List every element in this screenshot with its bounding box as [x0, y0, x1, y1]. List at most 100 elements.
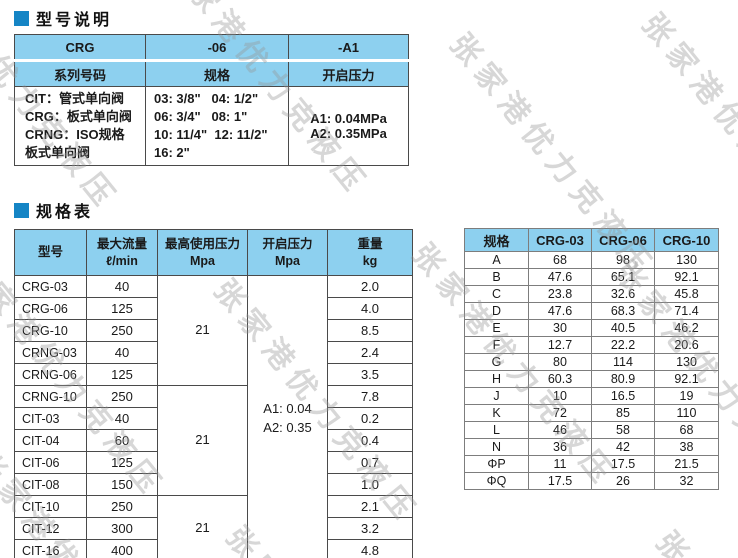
weight-cell: 0.2	[327, 407, 413, 430]
dim-value-cell: 45.8	[654, 285, 719, 303]
series-desc-cell: CIT：管式单向阀 CRG：板式单向阀 CRNG：ISO规格 板式单向阀	[14, 86, 146, 166]
size-options-cell: 03: 3/8" 04: 1/2" 06: 3/4" 08: 1" 10: 11…	[145, 86, 289, 166]
opening-pressure-cell: A1: 0.04 A2: 0.35	[247, 275, 328, 558]
dim-value-cell: 11	[528, 455, 592, 473]
dim-value-cell: 20.6	[654, 336, 719, 354]
dim-label-cell: ΦP	[464, 455, 529, 473]
dim-value-cell: 23.8	[528, 285, 592, 303]
flow-cell: 400	[86, 539, 158, 558]
table-row: H 60.3 80.9 92.1	[464, 370, 719, 388]
model-cell: CRG-03	[14, 275, 87, 298]
model-cell: CRNG-03	[14, 341, 87, 364]
dim-value-cell: 46.2	[654, 319, 719, 337]
dim-value-cell: 80	[528, 353, 592, 371]
dim-value-cell: 110	[654, 404, 719, 422]
dim-value-cell: 47.6	[528, 302, 592, 320]
series-code-cell: CRG	[14, 34, 146, 62]
dim-label-cell: H	[464, 370, 529, 388]
model-code-row: CRG -06 -A1	[14, 34, 409, 62]
dim-label-cell: D	[464, 302, 529, 320]
dim-spec-col-header: 规格	[464, 228, 529, 252]
dim-value-cell: 12.7	[528, 336, 592, 354]
spec-section-title: 规格表	[14, 198, 93, 222]
dim-value-cell: 68	[528, 251, 592, 269]
model-label-row: 系列号码 规格 开启压力	[14, 60, 409, 87]
flow-cell: 250	[86, 319, 158, 342]
dim-value-cell: 17.5	[591, 455, 655, 473]
watermark-text: 张家港优力克液压	[635, 7, 738, 265]
pressure-label-cell: 开启压力	[288, 60, 409, 87]
dim-value-cell: 68	[654, 421, 719, 439]
table-row: CRG-03 40 21 A1: 0.04 A2: 0.35 2.0	[14, 275, 413, 558]
flow-cell: 250	[86, 495, 158, 518]
title-square-icon	[14, 202, 29, 218]
spec-section-title-label: 规格表	[36, 204, 94, 221]
model-cell: CIT-12	[14, 517, 87, 540]
dim-value-cell: 22.2	[591, 336, 655, 354]
table-row: CIT-04 60 0.4	[14, 429, 413, 452]
dim-label-cell: L	[464, 421, 529, 439]
table-row: CRNG-06 125 3.5	[14, 363, 413, 386]
dim-value-cell: 114	[591, 353, 655, 371]
dim-label-cell: J	[464, 387, 529, 405]
table-row: F 12.7 22.2 20.6	[464, 336, 719, 354]
flow-cell: 40	[86, 341, 158, 364]
weight-cell: 3.5	[327, 363, 413, 386]
model-cell: CIT-08	[14, 473, 87, 496]
title-square-icon	[14, 10, 29, 26]
table-row: J 10 16.5 19	[464, 387, 719, 405]
dim-value-cell: 26	[591, 472, 655, 490]
weight-col-header: 重量 kg	[327, 229, 413, 276]
dim-value-cell: 130	[654, 251, 719, 269]
dim-value-cell: 38	[654, 438, 719, 456]
series-label-cell: 系列号码	[14, 60, 146, 87]
max-pressure-col-header: 最高使用压力 Mpa	[157, 229, 248, 276]
flow-cell: 60	[86, 429, 158, 452]
table-row: CIT-03 40 0.2	[14, 407, 413, 430]
flow-cell: 40	[86, 407, 158, 430]
weight-cell: 2.0	[327, 275, 413, 298]
dim-label-cell: ΦQ	[464, 472, 529, 490]
dim-value-cell: 68.3	[591, 302, 655, 320]
model-col-header: 型号	[14, 229, 87, 276]
dim-value-cell: 47.6	[528, 268, 592, 286]
model-cell: CIT-16	[14, 539, 87, 558]
flow-cell: 150	[86, 473, 158, 496]
table-row: CIT-10 250 21 2.1	[14, 495, 413, 558]
weight-cell: 4.0	[327, 297, 413, 320]
weight-cell: 1.0	[327, 473, 413, 496]
pressure-options-cell: A1: 0.04MPa A2: 0.35MPa	[288, 86, 409, 166]
dim-value-cell: 80.9	[591, 370, 655, 388]
dim-value-cell: 98	[591, 251, 655, 269]
model-cell: CIT-10	[14, 495, 87, 518]
model-section-title: 型号说明	[14, 6, 112, 30]
model-section-title-label: 型号说明	[36, 12, 113, 29]
dim-value-cell: 17.5	[528, 472, 592, 490]
weight-cell: 4.8	[327, 539, 413, 558]
dim-value-cell: 36	[528, 438, 592, 456]
model-cell: CIT-04	[14, 429, 87, 452]
table-row: A 68 98 130	[464, 251, 719, 269]
dim-value-cell: 32.6	[591, 285, 655, 303]
table-row: CIT-08 150 1.0	[14, 473, 413, 496]
flow-cell: 125	[86, 297, 158, 320]
table-row: G 80 114 130	[464, 353, 719, 371]
model-desc-row: CIT：管式单向阀 CRG：板式单向阀 CRNG：ISO规格 板式单向阀 03:…	[14, 86, 409, 166]
model-cell: CRG-06	[14, 297, 87, 320]
dim-value-cell: 30	[528, 319, 592, 337]
table-row: N 36 42 38	[464, 438, 719, 456]
dim-label-cell: C	[464, 285, 529, 303]
dim-value-cell: 21.5	[654, 455, 719, 473]
dim-label-cell: K	[464, 404, 529, 422]
dim-value-cell: 65.1	[591, 268, 655, 286]
dim-value-cell: 92.1	[654, 370, 719, 388]
model-cell: CRG-10	[14, 319, 87, 342]
weight-cell: 0.4	[327, 429, 413, 452]
dim-value-cell: 71.4	[654, 302, 719, 320]
dim-value-cell: 130	[654, 353, 719, 371]
dim-crg10-col-header: CRG-10	[654, 228, 719, 252]
table-row: ΦQ 17.5 26 32	[464, 472, 719, 490]
dim-value-cell: 42	[591, 438, 655, 456]
dim-label-cell: B	[464, 268, 529, 286]
